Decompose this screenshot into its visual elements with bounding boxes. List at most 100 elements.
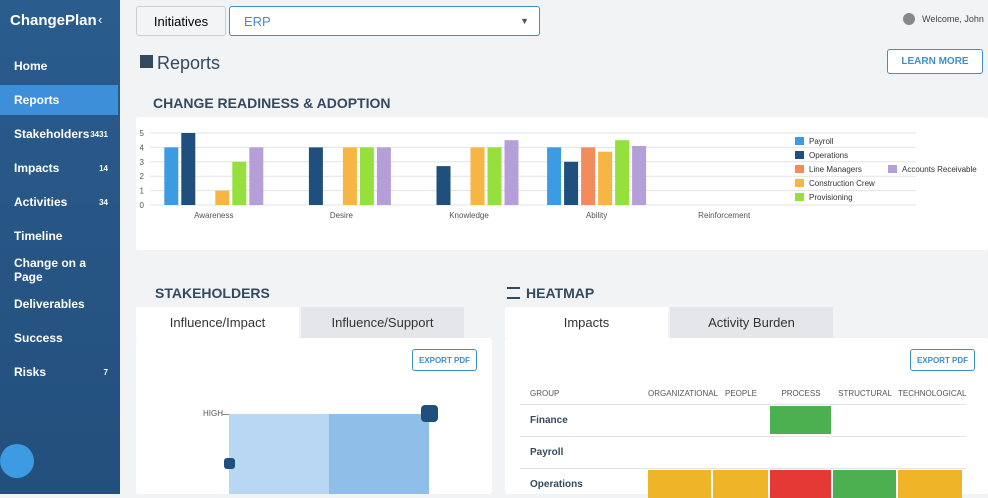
quadrant bbox=[329, 414, 429, 494]
tab[interactable]: Impacts bbox=[505, 307, 668, 338]
heatmap-icon bbox=[507, 287, 520, 299]
heat-cell bbox=[713, 470, 768, 498]
tab[interactable]: Influence/Impact bbox=[136, 307, 299, 338]
legend-swatch bbox=[795, 193, 804, 201]
nav-item[interactable]: Activities 34 bbox=[0, 187, 118, 217]
x-tick-label: Awareness bbox=[194, 211, 233, 220]
point[interactable] bbox=[421, 405, 438, 422]
bar bbox=[436, 166, 451, 205]
nav-item[interactable]: Impacts 14 bbox=[0, 153, 118, 183]
nav-item[interactable]: Success bbox=[0, 323, 118, 353]
row-divider bbox=[520, 404, 966, 405]
axis-label: HIGH bbox=[203, 409, 223, 418]
y-tick-label: 0 bbox=[140, 201, 145, 210]
heat-cell bbox=[648, 470, 711, 498]
welcome[interactable]: Welcome, John bbox=[922, 14, 984, 24]
nav-label: Success bbox=[14, 331, 63, 345]
nav-item[interactable]: Risks 7 bbox=[0, 357, 118, 387]
bar bbox=[308, 147, 323, 205]
legend-label: Accounts Receivable bbox=[902, 165, 977, 174]
bar bbox=[581, 147, 596, 205]
nav-label: Risks bbox=[14, 365, 47, 379]
nav-label: Home bbox=[14, 59, 48, 73]
y-tick-label: 3 bbox=[140, 158, 145, 167]
selected: ERP bbox=[244, 13, 271, 29]
tab[interactable]: Influence/Support bbox=[301, 307, 464, 338]
column-header: STRUCTURAL bbox=[838, 389, 892, 398]
bar bbox=[232, 161, 247, 205]
export-pdf[interactable]: EXPORT PDF bbox=[910, 349, 975, 371]
y-tick-label: 4 bbox=[140, 143, 145, 152]
bar bbox=[487, 147, 502, 205]
nav-label: Change on a Page bbox=[14, 256, 87, 284]
heat-cell bbox=[833, 470, 896, 498]
initiatives-button[interactable]: Initiatives bbox=[136, 6, 226, 36]
row-label: Operations bbox=[530, 479, 583, 490]
chart-panel bbox=[136, 117, 988, 250]
learn-more[interactable]: LEARN MORE bbox=[887, 49, 983, 74]
bar bbox=[376, 147, 391, 205]
x-tick-label: Desire bbox=[330, 211, 354, 220]
nav-item[interactable]: Change on a Page bbox=[0, 255, 118, 285]
bar bbox=[359, 147, 374, 205]
user-icon bbox=[903, 13, 915, 25]
chat-button[interactable] bbox=[0, 444, 34, 478]
bar bbox=[181, 133, 196, 205]
nav-item[interactable]: Deliverables bbox=[0, 289, 118, 319]
quadrant bbox=[229, 414, 329, 494]
nav-count: 14 bbox=[99, 163, 108, 173]
bar bbox=[164, 147, 179, 205]
nav-count: 7 bbox=[103, 367, 108, 377]
legend-swatch bbox=[795, 165, 804, 173]
bar bbox=[504, 140, 519, 205]
section-title: HEATMAP bbox=[526, 285, 595, 301]
bar bbox=[615, 140, 630, 205]
legend-label: Provisioning bbox=[809, 193, 853, 202]
bar bbox=[598, 151, 613, 205]
heat-cell bbox=[770, 406, 831, 434]
bar bbox=[470, 147, 485, 205]
chart: 0 1 2 3 4 5 Awareness Desire Knowledge Ability Rei… bbox=[140, 129, 978, 220]
initiative-select[interactable]: ERP ▼ bbox=[229, 6, 540, 36]
nav-label: Impacts bbox=[14, 161, 60, 175]
row-divider bbox=[520, 468, 966, 469]
x-tick-label: Knowledge bbox=[449, 211, 489, 220]
column-header: PEOPLE bbox=[724, 389, 757, 398]
row-label: Finance bbox=[530, 415, 568, 426]
legend-swatch bbox=[795, 179, 804, 187]
nav-count: 3431 bbox=[90, 129, 108, 139]
nav-item[interactable]: Home bbox=[0, 51, 118, 81]
x-tick-label: Reinforcement bbox=[698, 211, 751, 220]
nav-label: Activities bbox=[14, 195, 68, 209]
heat-cell bbox=[770, 470, 831, 498]
nav-item[interactable]: Reports bbox=[0, 85, 118, 115]
nav-item[interactable]: Stakeholders 3431 bbox=[0, 119, 118, 149]
nav-count: 34 bbox=[99, 197, 108, 207]
point[interactable] bbox=[224, 458, 235, 469]
legend-label: Construction Crew bbox=[809, 179, 875, 188]
axis-tick bbox=[222, 414, 229, 415]
sidebar: ChangePlan ‹ Home Reports Stakeholders 3431… bbox=[0, 0, 120, 494]
legend-swatch bbox=[888, 165, 897, 173]
nav-label: Deliverables bbox=[14, 297, 85, 311]
y-tick-label: 1 bbox=[140, 187, 145, 196]
column-header: ORGANIZATIONAL bbox=[648, 389, 719, 398]
bar bbox=[564, 161, 579, 205]
row-divider bbox=[520, 436, 966, 437]
nav-label: Reports bbox=[14, 93, 60, 107]
nav-item[interactable]: Timeline bbox=[0, 221, 118, 251]
export-pdf[interactable]: EXPORT PDF bbox=[412, 349, 477, 371]
section-title: CHANGE READINESS & ADOPTION bbox=[153, 95, 391, 111]
nav-label: Timeline bbox=[14, 229, 63, 243]
section-title: STAKEHOLDERS bbox=[155, 285, 270, 301]
legend-swatch bbox=[795, 137, 804, 145]
collapse[interactable]: ‹ bbox=[98, 12, 103, 27]
brand: ChangePlan bbox=[10, 12, 97, 29]
column-header: GROUP bbox=[530, 389, 560, 398]
legend-label: Payroll bbox=[809, 137, 834, 146]
tab[interactable]: Activity Burden bbox=[670, 307, 833, 338]
bar bbox=[632, 145, 647, 205]
bar bbox=[342, 147, 357, 205]
y-tick-label: 5 bbox=[140, 129, 145, 138]
column-header: TECHNOLOGICAL bbox=[898, 389, 967, 398]
